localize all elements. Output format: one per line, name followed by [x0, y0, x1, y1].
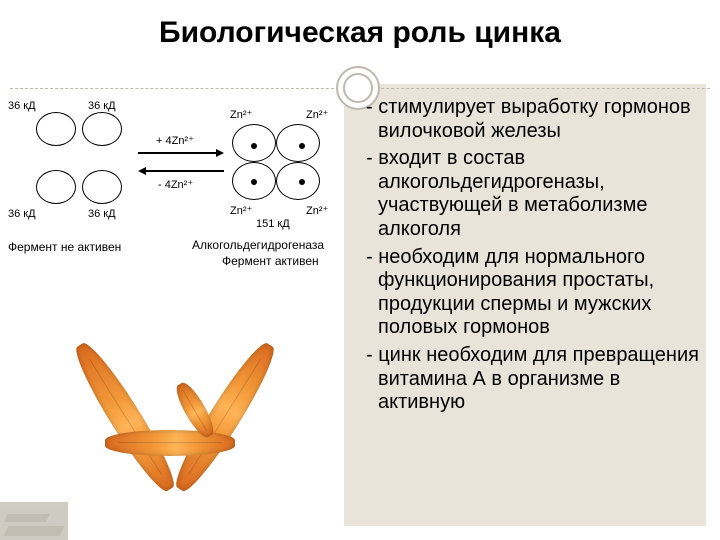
bullet-list: - стимулирует выработку гормонов вилочко… — [338, 96, 708, 419]
subunit-label: 36 кД — [88, 100, 116, 112]
caption-active: Фермент активен — [222, 254, 319, 268]
subunit-ellipse — [36, 170, 76, 204]
reaction-label-top: + 4Zn²⁺ — [156, 134, 194, 147]
arrow-forward — [138, 152, 216, 154]
subunit-label: 36 кД — [8, 208, 36, 220]
bullet-item: - стимулирует выработку гормонов вилочко… — [338, 96, 708, 143]
bullet-item: - необходим для нормального функциониров… — [338, 246, 708, 340]
subunit-label: 36 кД — [88, 208, 116, 220]
zn-label: Zn²⁺ — [306, 108, 328, 121]
bullet-item: - цинк необходим для превращения витамин… — [338, 344, 708, 415]
complex-weight-label: 151 кД — [256, 218, 290, 230]
zn-dot — [251, 179, 257, 185]
arrow-head-icon — [216, 149, 224, 157]
zn-label: Zn²⁺ — [306, 204, 328, 217]
enzyme-diagram: 36 кД 36 кД 36 кД 36 кД + 4Zn²⁺ - 4Zn²⁺ … — [8, 100, 338, 300]
subunit-ellipse — [82, 112, 122, 146]
arrow-reverse — [146, 170, 224, 172]
subunit-ellipse — [36, 112, 76, 146]
reaction-label-bottom: - 4Zn²⁺ — [158, 178, 193, 191]
carrot-piece — [67, 337, 183, 497]
zn-dot — [299, 179, 305, 185]
corner-ornament — [0, 502, 68, 540]
caption-inactive: Фермент не активен — [8, 240, 121, 254]
zn-dot — [299, 143, 305, 149]
zn-label: Zn²⁺ — [230, 108, 252, 121]
zn-label: Zn²⁺ — [230, 204, 252, 217]
subunit-ellipse — [276, 124, 320, 162]
bullet-item: - входит в состав алкогольдегидрогеназы,… — [338, 147, 708, 241]
subunit-label: 36 кД — [8, 100, 36, 112]
subunit-ellipse — [82, 170, 122, 204]
slide: Биологическая роль цинка - стимулирует в… — [0, 0, 720, 540]
carrot-piece — [167, 337, 283, 497]
page-title: Биологическая роль цинка — [0, 16, 720, 50]
arrow-head-icon — [138, 167, 146, 175]
caption-enzyme-name: Алкогольдегидрогеназа — [192, 238, 324, 252]
carrot-piece — [105, 430, 235, 456]
subunit-ellipse — [276, 162, 320, 200]
carrot-letter-a — [60, 320, 290, 520]
zn-dot — [251, 143, 257, 149]
